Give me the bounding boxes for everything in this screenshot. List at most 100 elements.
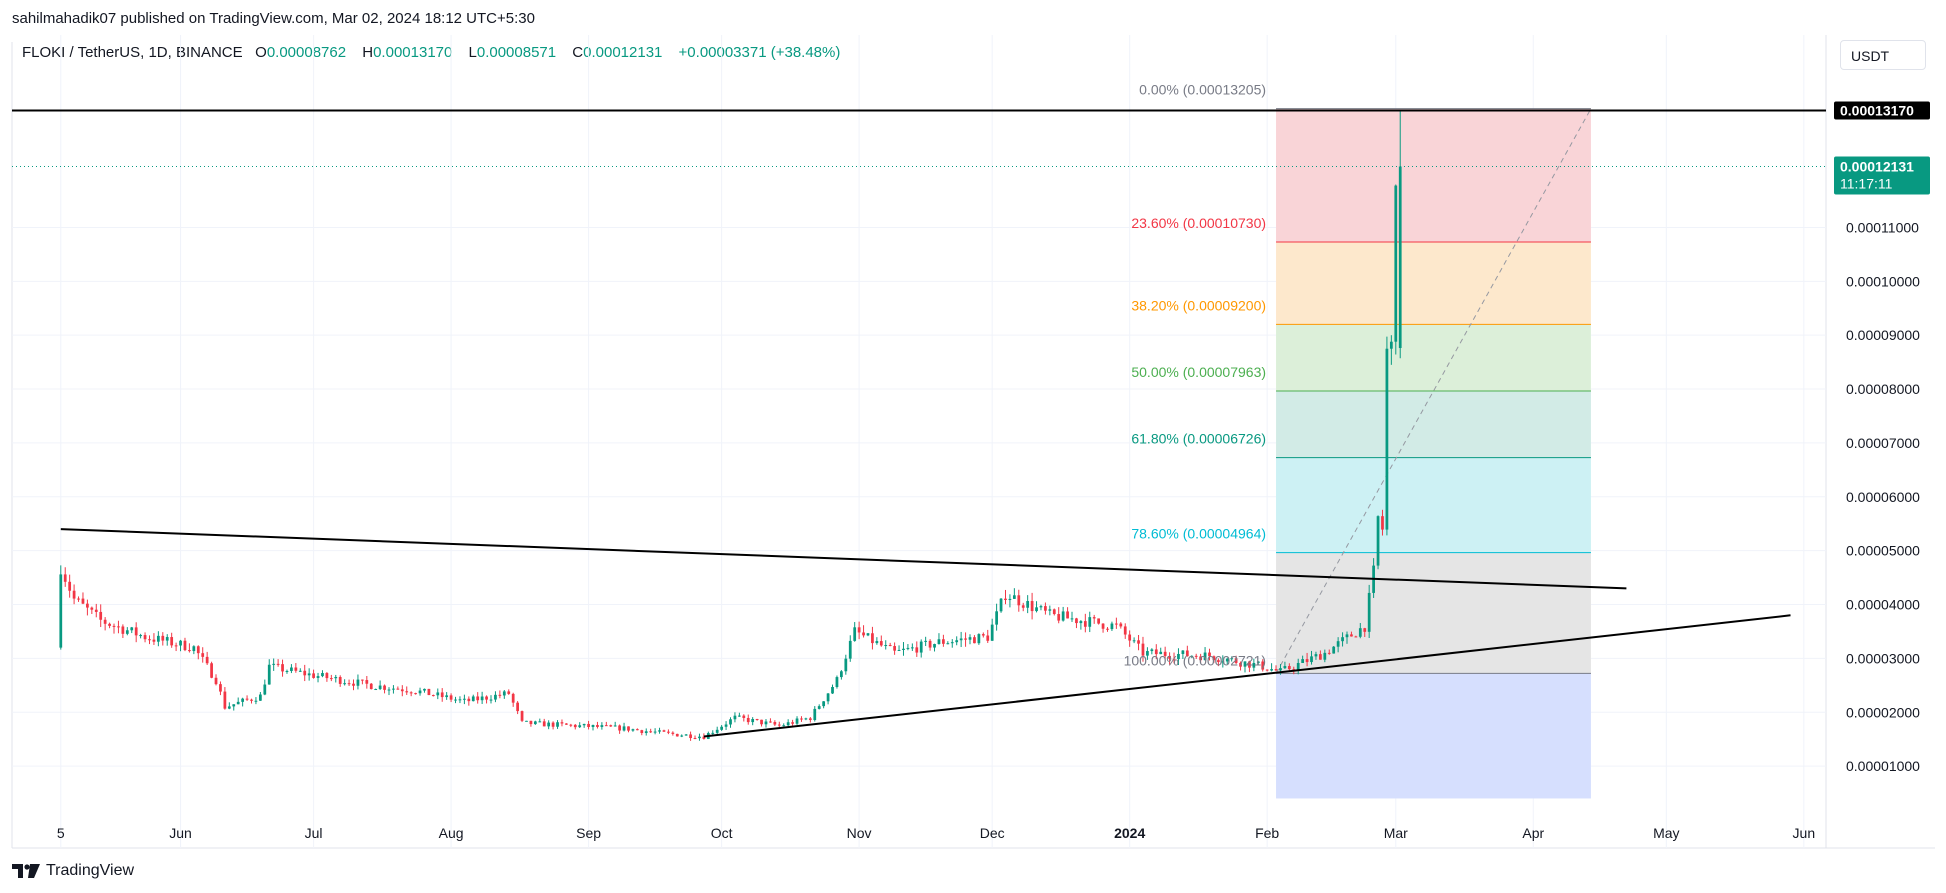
- candle-body: [1367, 592, 1371, 632]
- candle-body: [112, 625, 116, 627]
- candle-body: [290, 667, 293, 671]
- candle-body: [276, 663, 280, 665]
- candle-body: [254, 700, 258, 702]
- candle-body: [591, 725, 595, 727]
- candle-body: [667, 731, 670, 733]
- high-value: 0.00013170: [373, 44, 453, 61]
- candle-body: [356, 679, 360, 686]
- fib-level-label: 61.80% (0.00006726): [1131, 431, 1266, 447]
- candle-body: [489, 699, 493, 701]
- candle-body: [680, 735, 684, 737]
- candle-body: [990, 624, 994, 641]
- candle-body: [1252, 662, 1256, 668]
- candle-body: [498, 694, 502, 696]
- candle-body: [884, 645, 888, 647]
- candle-body: [316, 676, 320, 678]
- candle-body: [152, 639, 156, 642]
- candle-body: [77, 598, 80, 600]
- time-axis: 5 Jun Jul Aug Sep Oct Nov Dec 2024 Feb Mar Apr May Ju…: [57, 825, 1815, 841]
- candle-body: [902, 648, 905, 650]
- fib-level-label: 0.00% (0.00013205): [1139, 82, 1266, 98]
- brand-name: TradingView: [46, 862, 135, 879]
- tradingview-logo[interactable]: TradingView: [12, 862, 134, 880]
- candle-body: [321, 673, 324, 677]
- candle-body: [179, 640, 182, 646]
- candle-body: [933, 644, 936, 648]
- candle-body: [981, 634, 985, 636]
- candle-body: [950, 642, 954, 644]
- candle-body: [418, 690, 422, 694]
- x-tick-label: Jun: [169, 825, 192, 841]
- candle-body: [369, 683, 373, 690]
- candle-body: [777, 724, 781, 726]
- fibonacci-labels: 0.00% (0.00013205) 23.60% (0.00010730) 38.…: [1124, 82, 1266, 669]
- candle-body: [640, 730, 644, 734]
- candle-body: [893, 646, 896, 651]
- currency-button[interactable]: USDT: [1840, 40, 1926, 70]
- y-tick-label: 0.00010000: [1846, 273, 1920, 289]
- candle-body: [1039, 606, 1043, 608]
- candle-body: [516, 702, 519, 712]
- candle-body: [866, 633, 870, 636]
- candle-body: [1221, 661, 1225, 663]
- high-price-label: 0.00013170: [1840, 103, 1914, 119]
- candle-body: [1035, 607, 1038, 612]
- candle-body: [888, 645, 892, 647]
- candle-body: [560, 722, 564, 724]
- x-tick-label: Mar: [1384, 825, 1408, 841]
- candles: [59, 110, 1402, 741]
- candle-body: [338, 676, 342, 684]
- candle-body: [1394, 185, 1398, 342]
- candle-body: [875, 641, 879, 644]
- candle-body: [1283, 666, 1287, 669]
- candle-body: [1021, 605, 1025, 608]
- candle-body: [711, 732, 715, 734]
- candle-body: [871, 633, 874, 644]
- candle-body: [1088, 617, 1092, 627]
- candle-body: [81, 598, 85, 604]
- candle-body: [196, 646, 200, 654]
- x-tick-label: Oct: [711, 825, 733, 841]
- candle-body: [542, 721, 546, 727]
- candle-body: [1332, 646, 1336, 654]
- candle-body: [520, 711, 524, 721]
- candle-body: [143, 635, 147, 640]
- candle-body: [431, 695, 435, 697]
- candle-body: [720, 726, 724, 730]
- candle-body: [1159, 651, 1163, 655]
- x-tick-label: Aug: [439, 825, 464, 841]
- chart-grid: [11, 35, 1935, 849]
- candle-body: [361, 679, 364, 681]
- fib-level-label: 100.00% (0.00002721): [1124, 652, 1266, 668]
- candle-body: [156, 635, 160, 642]
- candle-body: [578, 725, 582, 728]
- candle-body: [250, 699, 253, 701]
- candle-body: [1061, 611, 1065, 621]
- candle-body: [117, 626, 120, 628]
- candle-body: [946, 643, 950, 645]
- candle-body: [600, 725, 604, 727]
- candle-body: [1181, 650, 1185, 654]
- x-tick-label: Dec: [980, 825, 1005, 841]
- candle-body: [1217, 660, 1220, 662]
- candle-body: [627, 726, 630, 731]
- candle-body: [378, 685, 382, 690]
- candle-body: [59, 574, 63, 648]
- candle-body: [1194, 655, 1198, 657]
- low-value: 0.00008571: [476, 44, 557, 61]
- candle-body: [764, 721, 768, 725]
- candle-body: [1279, 668, 1282, 671]
- fib-level-label: 50.00% (0.00007963): [1131, 364, 1266, 380]
- candle-body: [671, 732, 675, 734]
- candle-body: [263, 684, 267, 695]
- candle-body: [352, 683, 355, 686]
- candle-body: [312, 673, 315, 678]
- candle-body: [161, 635, 165, 641]
- candle-body: [387, 689, 391, 691]
- candle-body: [227, 706, 231, 709]
- candle-body: [910, 647, 914, 649]
- candle-body: [347, 683, 351, 685]
- candle-body: [959, 638, 963, 641]
- candle-body: [556, 722, 559, 727]
